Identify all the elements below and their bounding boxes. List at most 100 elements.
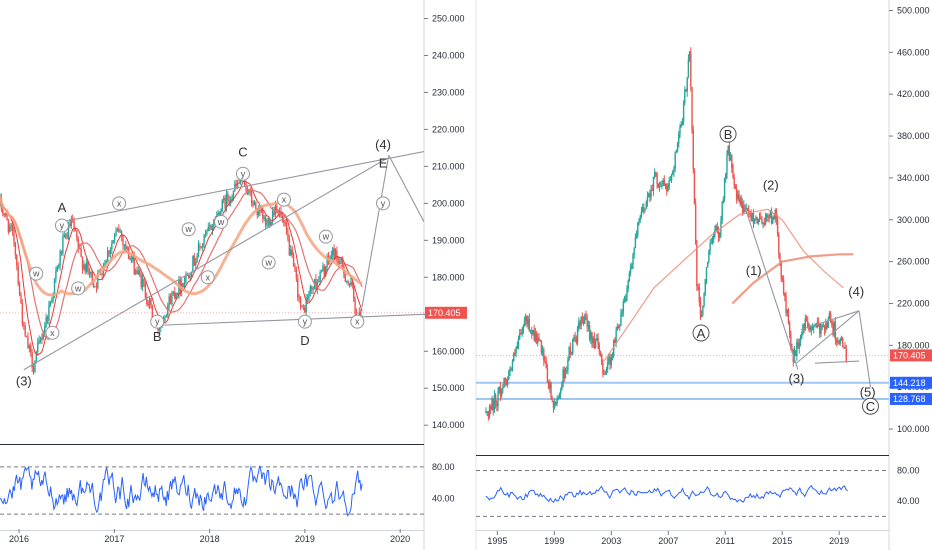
- candle-body: [633, 248, 635, 255]
- candle-body: [192, 255, 194, 272]
- candle-body: [207, 227, 209, 232]
- candle-body: [532, 329, 534, 335]
- left-oscillator-pane[interactable]: [0, 465, 424, 517]
- candle-body: [147, 303, 149, 306]
- candle-body: [829, 313, 832, 323]
- candle-body: [221, 200, 223, 212]
- candle-body: [213, 219, 215, 227]
- candle-body: [646, 196, 649, 203]
- left-price-axis[interactable]: 140.000150.000160.000170.000180.000190.0…: [424, 13, 467, 503]
- candle-body: [130, 258, 133, 261]
- candle-body: [283, 220, 285, 223]
- candle-body: [312, 288, 314, 290]
- candle-body: [784, 293, 786, 297]
- candle-body: [228, 200, 230, 202]
- candle-body: [580, 316, 582, 326]
- candle-body: [16, 255, 18, 266]
- candle-body: [787, 309, 790, 323]
- candle-body: [753, 219, 756, 224]
- candle-body: [785, 296, 787, 313]
- candle-body: [741, 201, 744, 213]
- candle-body: [210, 225, 212, 231]
- wave-minor-label: x: [50, 328, 55, 338]
- candle-body: [720, 220, 722, 233]
- y-tick-label: 220.000: [897, 298, 930, 308]
- candle-body: [164, 316, 166, 321]
- candle-body: [301, 305, 303, 308]
- wave-circle-major: [692, 324, 710, 342]
- y-tick-label: 140.000: [432, 420, 465, 430]
- candle-body: [291, 249, 293, 255]
- candle-body: [39, 338, 42, 341]
- candle-body: [11, 225, 14, 231]
- x-tick-label: 2003: [601, 536, 621, 546]
- candle-body: [692, 129, 694, 170]
- candle-body: [822, 325, 825, 327]
- wave-label: B: [153, 329, 162, 344]
- candle-body: [629, 268, 632, 273]
- candle-body: [693, 169, 696, 204]
- candle-body: [351, 282, 353, 286]
- candle-body: [309, 286, 312, 294]
- right-time-axis[interactable]: 1995 1999 2003 2007 2011 2015 2019: [487, 531, 849, 546]
- y-tick-label: 230.000: [432, 87, 465, 97]
- candle-body: [288, 239, 291, 256]
- candle-body: [132, 256, 134, 261]
- right-price-pane[interactable]: A B C (1) (2) (3) (4) (5): [476, 47, 889, 421]
- right-panel[interactable]: ABC(1)(2)(3)(4)(5) 100.000140.000180.000…: [475, 0, 932, 550]
- candle-body: [511, 361, 514, 370]
- candle-body: [120, 231, 123, 237]
- candle-body: [664, 184, 667, 186]
- candle-body: [17, 265, 19, 285]
- candle-body: [576, 328, 579, 343]
- candle-body: [768, 217, 770, 219]
- candle-body: [598, 344, 600, 351]
- candle-body: [92, 283, 95, 287]
- candle-body: [604, 373, 606, 375]
- candle-body: [772, 217, 774, 224]
- candle-body: [556, 399, 558, 405]
- candle-body: [727, 145, 729, 155]
- wave-minor-label: x: [282, 195, 287, 205]
- candle-body: [183, 281, 186, 287]
- candle-body: [616, 326, 619, 331]
- candle-body: [21, 303, 24, 325]
- candle-body: [197, 245, 200, 256]
- candle-body: [35, 351, 38, 361]
- wave-circle: [276, 192, 291, 207]
- candle-body: [323, 266, 326, 276]
- candle-body: [584, 315, 586, 324]
- candle-body: [186, 274, 189, 276]
- candle-body: [158, 327, 161, 331]
- candle-body: [148, 298, 151, 306]
- candle-body: [295, 269, 298, 279]
- candle-body: [725, 173, 727, 179]
- candle-body: [705, 267, 708, 280]
- candle-body: [703, 293, 705, 307]
- candle-body: [141, 279, 144, 288]
- candle-body: [315, 278, 317, 290]
- candle-body: [340, 258, 342, 263]
- y-tick-label: 180.000: [897, 340, 930, 350]
- candle-body: [557, 398, 559, 400]
- candle-body: [510, 368, 512, 370]
- wave-label: A: [58, 200, 67, 215]
- right-price-axis[interactable]: 100.000140.000180.000220.000260.000300.0…: [889, 5, 932, 506]
- candle-body: [667, 188, 669, 191]
- left-time-axis[interactable]: 2016 2017 2018 2019 2020: [9, 529, 410, 544]
- candle-body: [594, 340, 597, 348]
- candle-body: [684, 90, 686, 103]
- oscillator-line: [485, 485, 849, 504]
- candle-body: [140, 274, 142, 288]
- right-oscillator-pane[interactable]: [476, 469, 889, 517]
- candle-body: [752, 213, 755, 224]
- y-tick-label: 220.000: [432, 124, 465, 134]
- candle-body: [115, 230, 117, 236]
- candle-body: [517, 338, 520, 346]
- candle-body: [106, 250, 109, 262]
- candle-body: [266, 223, 268, 226]
- candle-body: [578, 322, 580, 329]
